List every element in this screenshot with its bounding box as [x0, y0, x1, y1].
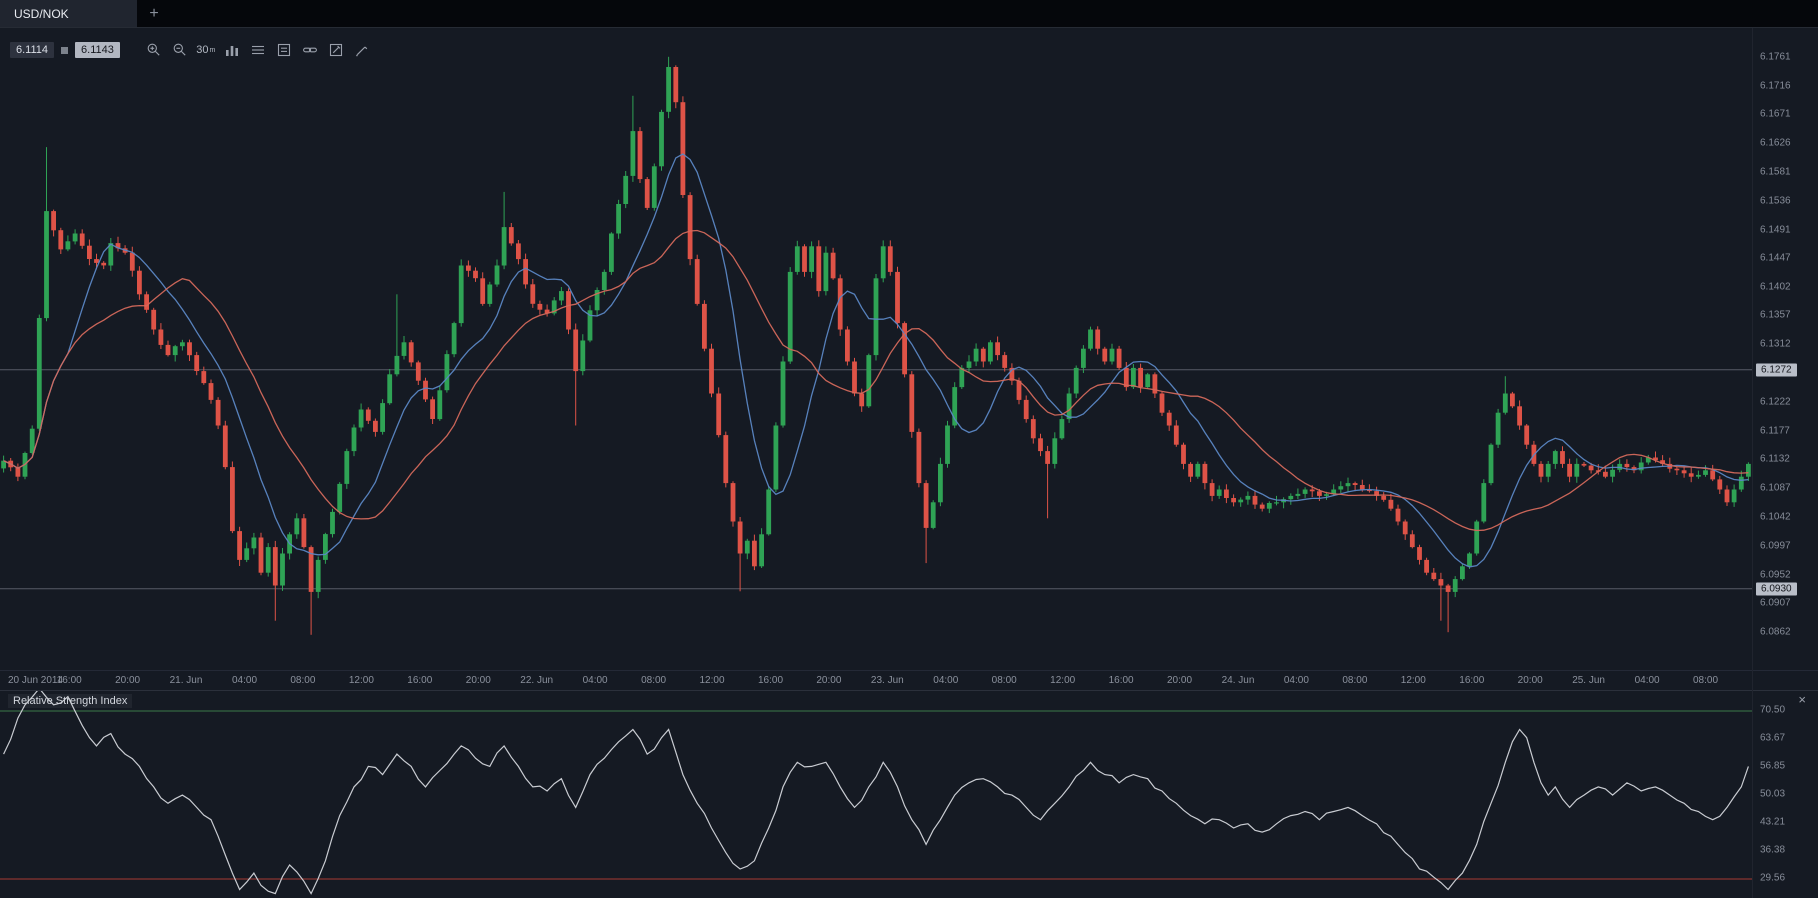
rsi-svg: [0, 687, 1752, 895]
price-tick: 6.1626: [1760, 137, 1791, 149]
timeframe-button[interactable]: 30 m: [195, 40, 217, 60]
pencil-icon: [354, 42, 370, 58]
chart-type-button[interactable]: [221, 40, 243, 60]
tab-bar: USD/NOK +: [0, 0, 1818, 28]
zoom-in-icon: [146, 42, 162, 58]
time-tick: 21. Jun: [169, 675, 203, 686]
price-tick: 6.1716: [1760, 80, 1791, 92]
time-tick: 16:00: [757, 675, 784, 686]
time-tick: 16:00: [1108, 675, 1134, 686]
price-tick: 6.1132: [1760, 453, 1790, 465]
rsi-tick: 36.38: [1760, 844, 1786, 856]
time-tick: 20:00: [1517, 675, 1543, 686]
price-tick: 6.1042: [1760, 511, 1791, 523]
time-tick: 20:00: [816, 675, 842, 686]
time-tick: 25. Jun: [1572, 675, 1605, 686]
price-tick: 6.0907: [1760, 597, 1791, 609]
time-tick: 04:00: [1283, 675, 1309, 686]
time-tick: 04:00: [231, 675, 258, 686]
template-panel-icon: [276, 42, 292, 58]
time-tick: 20:00: [465, 675, 491, 686]
zoom-out-icon: [172, 42, 188, 58]
price-tick: 6.1671: [1760, 108, 1791, 120]
price-tick: 6.1222: [1760, 396, 1791, 408]
rsi-tick: 43.21: [1760, 816, 1786, 828]
zoom-out-button[interactable]: [169, 40, 191, 60]
rsi-title: Relative Strength Index: [8, 694, 133, 708]
time-tick: 08:00: [1692, 675, 1719, 686]
bar-chart-icon: [224, 42, 240, 58]
rsi-pane[interactable]: Relative Strength Index ×: [0, 687, 1818, 898]
rsi-tick: 63.67: [1760, 732, 1786, 744]
price-level-badge: 6.1272: [1756, 363, 1797, 377]
time-axis[interactable]: 20 Jun 2014 16:00 20:00 21. Jun 04:00 08:00 12…: [0, 670, 1818, 690]
price-axis[interactable]: 6.1761 6.1716 6.1671 6.1626 6.1581 6.1536 6.14…: [1752, 28, 1818, 898]
time-tick: 04:00: [582, 675, 608, 686]
price-tick: 6.1312: [1760, 338, 1791, 350]
price-tick: 6.0997: [1760, 540, 1791, 552]
time-tick: 16:00: [1459, 675, 1485, 686]
time-tick: 12:00: [348, 675, 374, 686]
price-tick: 6.1447: [1760, 252, 1791, 264]
rsi-tick: 50.03: [1760, 788, 1786, 800]
rsi-plot[interactable]: [0, 687, 1752, 898]
templates-button[interactable]: [273, 40, 295, 60]
draw-button[interactable]: [351, 40, 373, 60]
price-tick: 6.0862: [1760, 626, 1791, 638]
price-tick: 6.1491: [1760, 224, 1791, 236]
time-tick: 12:00: [1400, 675, 1426, 686]
price-tick: 6.1087: [1760, 482, 1791, 494]
time-tick: 08:00: [290, 675, 316, 686]
tab-usdnok[interactable]: USD/NOK: [0, 0, 138, 27]
chart-area[interactable]: 6.1114 6.1143 30 m 20 Jun 2014 16:00 20:00 2…: [0, 28, 1818, 898]
candles-svg: [0, 56, 1752, 635]
toolbar-tools: 30 m: [143, 40, 373, 60]
link-charts-button[interactable]: [299, 40, 321, 60]
bid-price-badge: 6.1114: [10, 42, 55, 58]
time-tick: 12:00: [699, 675, 725, 686]
time-tick: 23. Jun: [870, 675, 904, 686]
price-tick: 6.1402: [1760, 281, 1791, 293]
indicators-button[interactable]: [247, 40, 269, 60]
link-icon: [302, 42, 318, 58]
rsi-tick: 70.50: [1760, 704, 1786, 716]
candlestick-chart[interactable]: [0, 28, 1752, 670]
time-tick: 08:00: [1342, 675, 1368, 686]
price-level-badge: 6.0930: [1756, 582, 1797, 596]
time-tick: 12:00: [1050, 675, 1076, 686]
ask-price-badge: 6.1143: [75, 42, 120, 58]
time-tick: 20 Jun 2014: [8, 675, 64, 686]
price-tick: 6.1581: [1760, 166, 1791, 178]
spread-marker: [61, 46, 69, 54]
price-tick: 6.1536: [1760, 195, 1791, 207]
time-tick: 22. Jun: [520, 675, 554, 686]
edit-square-icon: [328, 42, 344, 58]
price-tick: 6.1761: [1760, 51, 1791, 63]
time-tick: 08:00: [991, 675, 1017, 686]
price-tick: 6.1357: [1760, 309, 1791, 321]
time-tick: 16:00: [56, 675, 82, 686]
time-tick: 04:00: [933, 675, 959, 686]
annotate-button[interactable]: [325, 40, 347, 60]
rsi-tick: 29.56: [1760, 872, 1786, 884]
chart-toolbar: 6.1114 6.1143 30 m: [10, 40, 373, 60]
time-tick: 20:00: [1166, 675, 1193, 686]
rsi-close-button[interactable]: ×: [1798, 692, 1806, 707]
zoom-in-button[interactable]: [143, 40, 165, 60]
time-tick: 20:00: [115, 675, 141, 686]
rsi-tick: 56.85: [1760, 760, 1786, 772]
list-lines-icon: [250, 42, 266, 58]
price-tick: 6.0952: [1760, 569, 1791, 581]
time-tick: 24. Jun: [1221, 675, 1255, 686]
time-tick: 04:00: [1634, 675, 1660, 686]
timeframe-unit-label: m: [209, 46, 216, 54]
time-tick: 08:00: [641, 675, 667, 686]
new-tab-button[interactable]: +: [149, 4, 159, 22]
timeframe-label: 30: [196, 44, 209, 56]
tab-label: USD/NOK: [14, 6, 69, 21]
time-tick: 16:00: [407, 675, 433, 686]
price-tick: 6.1177: [1760, 425, 1790, 437]
